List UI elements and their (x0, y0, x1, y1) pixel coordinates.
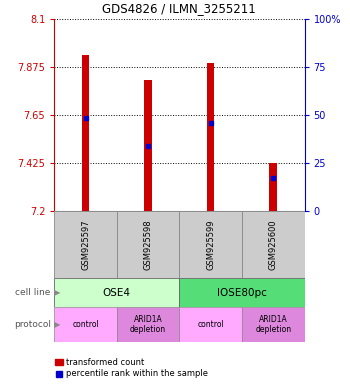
Text: ARID1A
depletion: ARID1A depletion (255, 315, 291, 334)
Text: cell line: cell line (15, 288, 51, 297)
Text: control: control (197, 320, 224, 329)
Bar (82, 55, 89, 211)
Bar (117, 211, 179, 278)
Text: protocol: protocol (14, 320, 51, 329)
Bar (179, 278, 304, 307)
Text: ▶: ▶ (54, 320, 61, 329)
Bar (54, 307, 117, 342)
Text: OSE4: OSE4 (103, 288, 131, 298)
Bar (179, 211, 242, 278)
Bar (270, 163, 277, 211)
Legend: transformed count, percentile rank within the sample: transformed count, percentile rank withi… (51, 354, 212, 382)
Bar (144, 80, 152, 211)
Bar (54, 278, 179, 307)
Text: GSM925597: GSM925597 (81, 220, 90, 270)
Bar (242, 307, 304, 342)
Bar (242, 211, 304, 278)
Bar (179, 307, 242, 342)
Text: control: control (72, 320, 99, 329)
Text: GSM925598: GSM925598 (144, 220, 153, 270)
Text: GSM925599: GSM925599 (206, 220, 215, 270)
Bar (207, 63, 215, 211)
Text: ▶: ▶ (54, 288, 61, 297)
Text: ARID1A
depletion: ARID1A depletion (130, 315, 166, 334)
Text: GSM925600: GSM925600 (269, 220, 278, 270)
Bar (117, 307, 179, 342)
Bar (54, 211, 117, 278)
Text: IOSE80pc: IOSE80pc (217, 288, 267, 298)
Title: GDS4826 / ILMN_3255211: GDS4826 / ILMN_3255211 (103, 2, 256, 15)
